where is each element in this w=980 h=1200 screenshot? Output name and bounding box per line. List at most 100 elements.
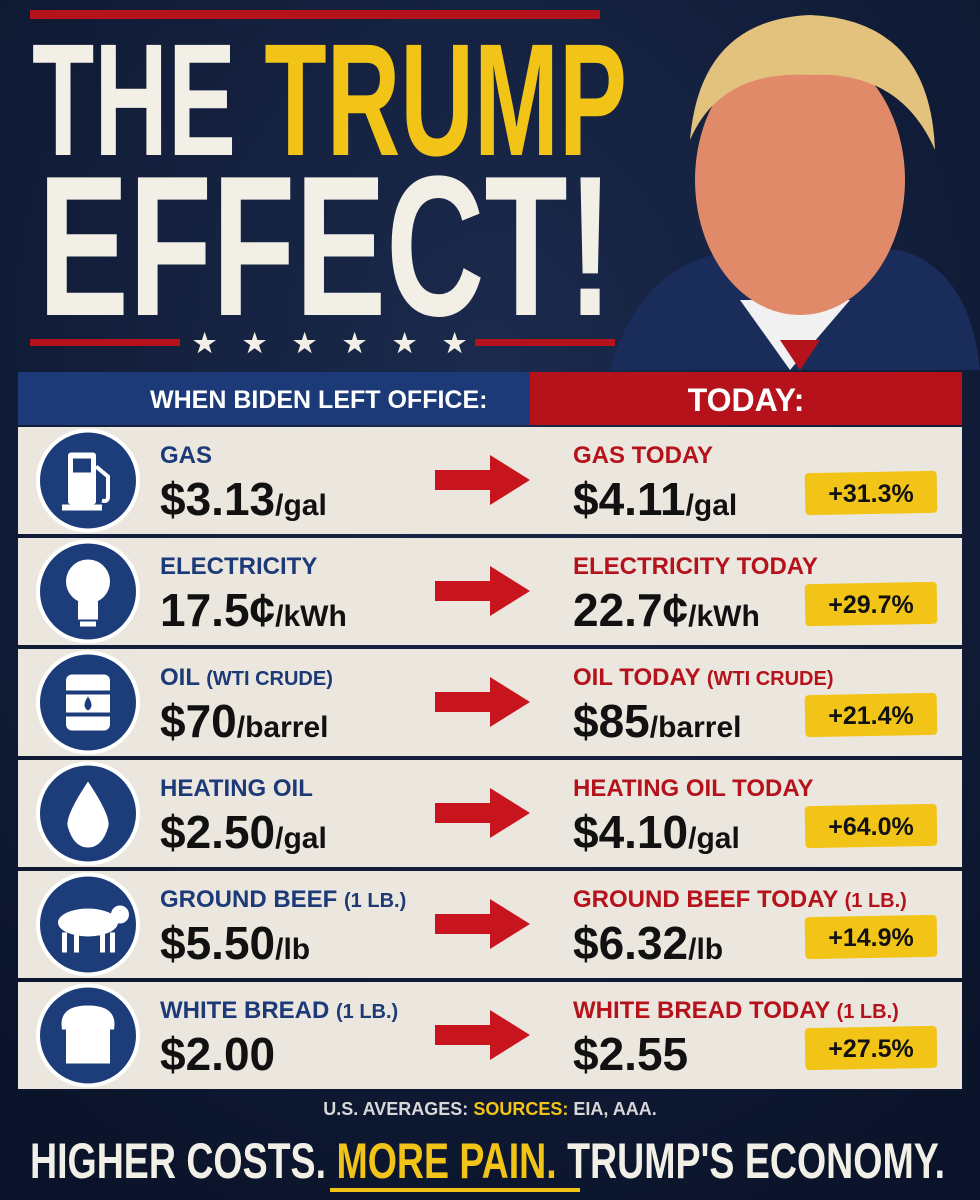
tagline-part: TRUMP'S ECONOMY. xyxy=(567,1133,945,1189)
averages: U.S. AVERAGES: xyxy=(323,1099,468,1119)
label-note: (1 LB.) xyxy=(845,890,907,912)
unit: /lb xyxy=(688,933,723,966)
before-price: $70/barrel xyxy=(160,695,328,747)
unit: /gal xyxy=(275,822,327,855)
after-label: ELECTRICITY TODAY xyxy=(573,553,818,580)
before-label: WHITE BREAD (1 LB.) xyxy=(160,997,398,1024)
left-header-bar xyxy=(18,372,530,425)
after-price: $4.11/gal xyxy=(573,473,737,525)
change-value: +14.9% xyxy=(828,924,914,952)
price: 17.5¢ xyxy=(160,584,275,636)
unit: /kWh xyxy=(688,600,760,633)
tagline-part: MORE PAIN. xyxy=(336,1133,556,1189)
label-text: OIL xyxy=(160,664,200,691)
icon xyxy=(61,1005,115,1064)
label-text: HEATING OIL xyxy=(160,775,313,802)
price: 22.7¢ xyxy=(573,584,688,636)
change-value: +29.7% xyxy=(828,591,914,619)
price: $4.11 xyxy=(573,473,686,525)
price: $85 xyxy=(573,695,650,747)
top-stripe xyxy=(30,10,600,19)
before-price: $5.50/lb xyxy=(160,917,310,969)
before-price: $2.50/gal xyxy=(160,806,327,858)
portrait xyxy=(610,15,980,370)
tagline-part: HIGHER COSTS. xyxy=(30,1133,326,1189)
unit: /barrel xyxy=(650,711,742,744)
arrow xyxy=(435,455,530,505)
change-badge xyxy=(804,692,938,738)
svg-text:★: ★ xyxy=(443,328,467,358)
after-price: $6.32/lb xyxy=(573,917,723,969)
label-note: (WTI CRUDE) xyxy=(707,668,834,690)
svg-text:★: ★ xyxy=(393,328,417,358)
before-label: HEATING OIL xyxy=(160,775,313,802)
before-label: GAS xyxy=(160,442,212,469)
before-label: GROUND BEEF (1 LB.) xyxy=(160,886,406,913)
price: $70 xyxy=(160,695,237,747)
arrow xyxy=(435,677,530,727)
title-line-2: EFFECT! xyxy=(38,135,613,358)
unit: /gal xyxy=(275,489,327,522)
price: $6.32 xyxy=(573,917,688,969)
after-label: GAS TODAY xyxy=(573,442,713,469)
svg-text:★: ★ xyxy=(343,328,367,358)
price: $4.10 xyxy=(573,806,688,858)
before-label: OIL (WTI CRUDE) xyxy=(160,664,333,691)
icon xyxy=(58,905,129,953)
price-row: WHITE BREAD (1 LB.) $2.00 WHITE BREAD TODA… xyxy=(18,982,962,1089)
label-note: (1 LB.) xyxy=(837,1001,899,1023)
label-text: ELECTRICITY xyxy=(160,553,317,580)
label-text: GROUND BEEF xyxy=(160,886,337,913)
label-text: WHITE BREAD xyxy=(160,997,329,1024)
after-label: WHITE BREAD TODAY (1 LB.) xyxy=(573,997,899,1024)
right-column-header: TODAY: xyxy=(688,382,805,418)
title-line-1: THE TRUMP xyxy=(32,10,627,189)
before-label: ELECTRICITY xyxy=(160,553,317,580)
label-note: (1 LB.) xyxy=(344,890,406,912)
icon xyxy=(66,559,110,627)
unit: /gal xyxy=(686,489,738,522)
price: $2.00 xyxy=(160,1028,275,1080)
price: $5.50 xyxy=(160,917,275,969)
icon xyxy=(62,452,110,511)
price: $2.55 xyxy=(573,1028,688,1080)
change-value: +21.4% xyxy=(828,702,914,730)
unit: /lb xyxy=(275,933,310,966)
change-badge xyxy=(804,581,938,627)
label-text: GAS xyxy=(160,442,212,469)
rows: GAS $3.13/gal GAS TODAY $4.11/gal +31.3% ELEC… xyxy=(18,427,962,1089)
before-price: $3.13/gal xyxy=(160,473,327,525)
price-row: HEATING OIL $2.50/gal HEATING OIL TODAY $4.… xyxy=(18,760,962,867)
after-label: GROUND BEEF TODAY (1 LB.) xyxy=(573,886,907,913)
after-label: OIL TODAY (WTI CRUDE) xyxy=(573,664,833,691)
svg-text:★: ★ xyxy=(293,328,317,358)
unit: /kWh xyxy=(275,600,347,633)
change-value: +64.0% xyxy=(828,813,914,841)
price-row: GAS $3.13/gal GAS TODAY $4.11/gal +31.3% xyxy=(18,427,962,534)
stars-divider: ★ ★ ★ ★ ★ ★ xyxy=(30,328,615,358)
arrow xyxy=(435,566,530,616)
price-row: OIL (WTI CRUDE) $70/barrel OIL TODAY (WTI … xyxy=(18,649,962,756)
svg-text:★: ★ xyxy=(243,328,267,358)
right-header-bar xyxy=(530,372,962,425)
unit: /barrel xyxy=(237,711,329,744)
left-column-header: WHEN BIDEN LEFT OFFICE: xyxy=(150,386,487,414)
label-note: (1 LB.) xyxy=(336,1001,398,1023)
before-price: $2.00 xyxy=(160,1028,275,1080)
change-badge xyxy=(804,470,938,516)
tagline-underline xyxy=(330,1188,580,1192)
arrow xyxy=(435,899,530,949)
change-badge xyxy=(804,914,938,960)
before-price: 17.5¢/kWh xyxy=(160,584,347,636)
arrow xyxy=(435,788,530,838)
label-text: HEATING OIL TODAY xyxy=(573,775,813,802)
unit: /gal xyxy=(688,822,740,855)
label-text: GROUND BEEF TODAY xyxy=(573,886,838,913)
sources-line: U.S. AVERAGES: SOURCES: EIA, AAA. xyxy=(323,1099,656,1119)
sources-label: SOURCES: xyxy=(473,1099,568,1119)
change-value: +31.3% xyxy=(828,480,914,508)
price: $2.50 xyxy=(160,806,275,858)
after-price: $4.10/gal xyxy=(573,806,740,858)
